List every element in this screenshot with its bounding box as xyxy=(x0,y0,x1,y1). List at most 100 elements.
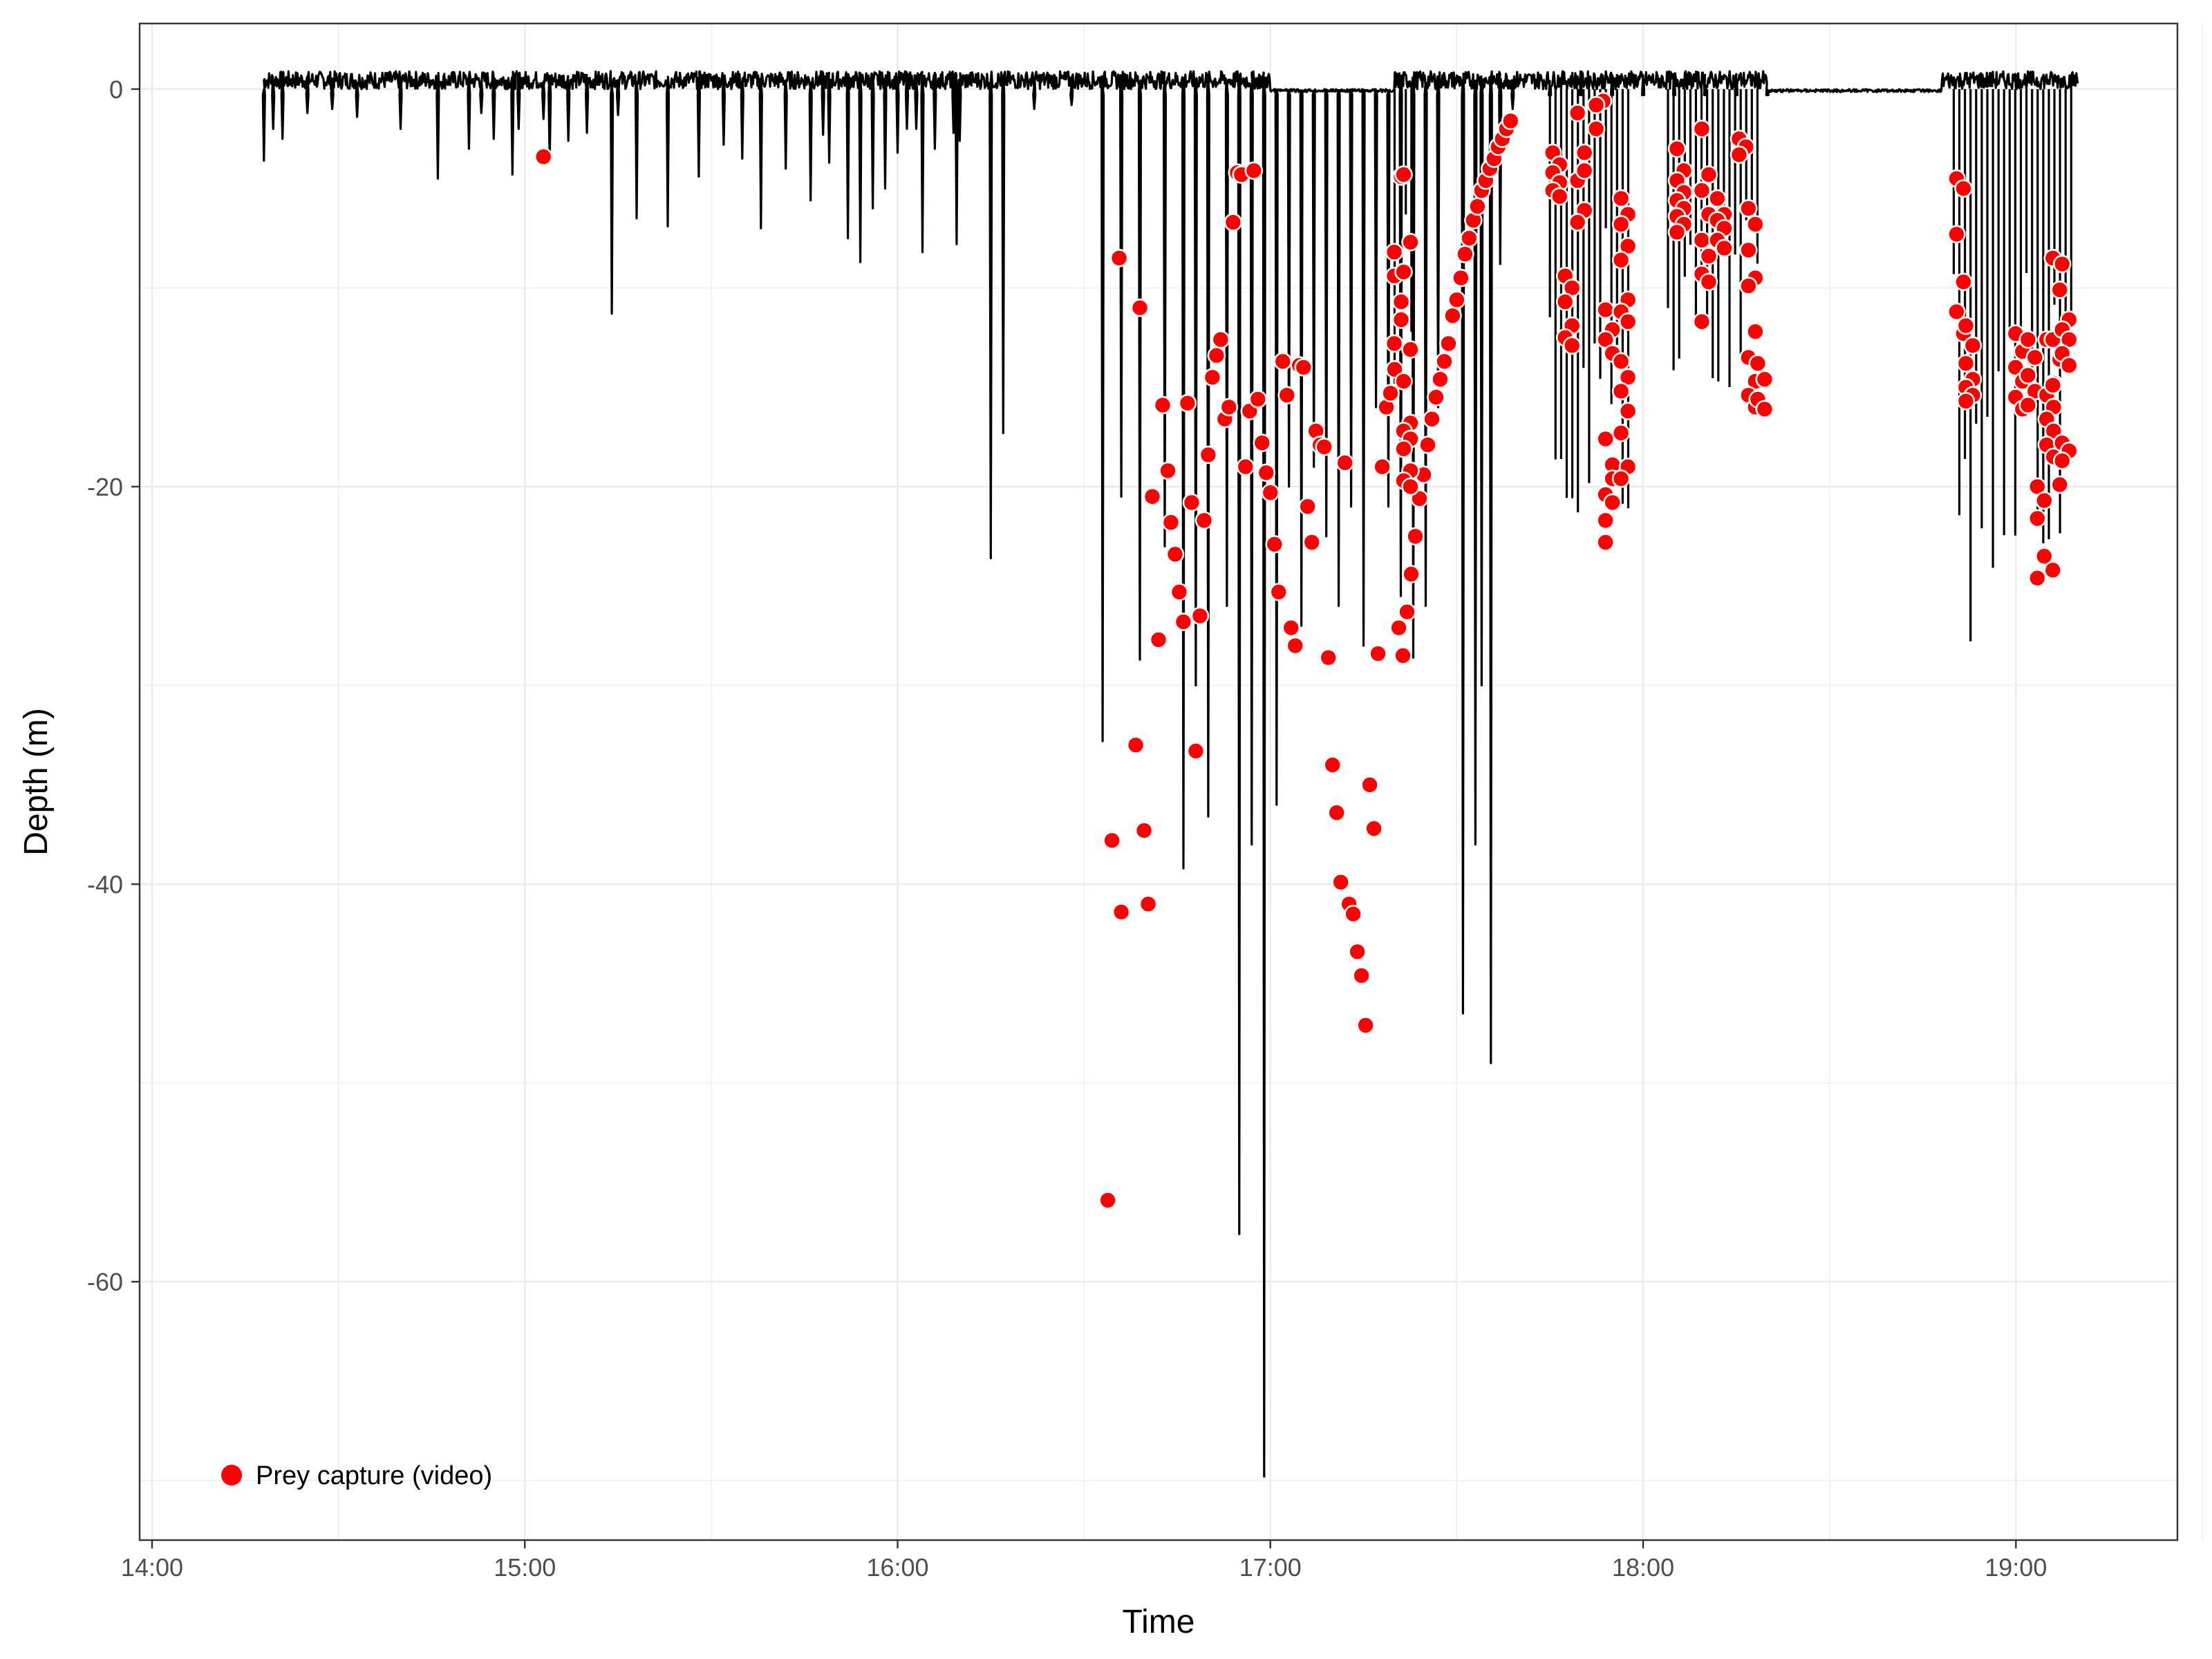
prey-capture-point xyxy=(1109,249,1129,268)
prey-capture-point xyxy=(1746,322,1765,341)
prey-capture-point xyxy=(1161,513,1181,532)
prey-capture-point xyxy=(1282,618,1301,637)
prey-capture-point xyxy=(1611,189,1631,208)
prey-capture-point xyxy=(1427,388,1445,406)
prey-capture-point xyxy=(1456,245,1474,263)
x-tick-label: 14:00 xyxy=(121,1553,183,1582)
y-tick-label: -60 xyxy=(87,1268,123,1296)
prey-capture-point xyxy=(1667,139,1687,158)
prey-capture-point xyxy=(2059,356,2079,375)
prey-capture-point xyxy=(1244,161,1264,180)
prey-capture-point xyxy=(1130,298,1150,317)
panel-border xyxy=(138,22,2179,1541)
prey-capture-point xyxy=(1692,312,1712,331)
y-tick-label: -20 xyxy=(87,473,123,501)
prey-capture-point xyxy=(1298,497,1318,516)
prey-capture-point xyxy=(1699,247,1718,265)
x-tick-label: 16:00 xyxy=(866,1553,928,1582)
prey-capture-point xyxy=(1596,533,1615,552)
prey-capture-point xyxy=(1596,511,1615,530)
prey-capture-point xyxy=(1568,213,1587,232)
prey-capture-point xyxy=(1699,165,1718,184)
prey-capture-point xyxy=(1956,392,1976,411)
prey-capture-point xyxy=(1269,583,1288,601)
prey-capture-point xyxy=(2027,568,2047,588)
prey-capture-point xyxy=(1352,966,1371,985)
prey-capture-point xyxy=(1273,352,1293,371)
prey-capture-point xyxy=(1439,334,1458,353)
prey-capture-point xyxy=(1186,742,1206,760)
prey-capture-point xyxy=(1746,215,1765,234)
prey-capture-point xyxy=(1596,300,1615,319)
prey-capture-point xyxy=(1302,533,1321,552)
prey-capture-point xyxy=(2018,330,2038,349)
prey-capture-point xyxy=(1739,241,1758,260)
x-tick-label: 19:00 xyxy=(1985,1553,2047,1582)
prey-capture-point xyxy=(1319,648,1338,667)
prey-capture-point xyxy=(1575,161,1594,180)
prey-capture-points xyxy=(534,91,2079,1210)
prey-capture-point xyxy=(1739,276,1758,295)
prey-capture-point xyxy=(1611,352,1631,371)
prey-capture-point xyxy=(1112,903,1131,921)
prey-capture-point xyxy=(1174,612,1193,631)
x-tick-label: 15:00 xyxy=(494,1553,556,1582)
prey-capture-point xyxy=(1182,493,1201,512)
prey-capture-point xyxy=(1947,225,1966,244)
minor-gridlines xyxy=(140,24,2203,1540)
prey-capture-point xyxy=(1394,165,1413,184)
prey-capture-point xyxy=(1435,352,1454,371)
prey-capture-point xyxy=(1418,435,1437,454)
y-tick-label: 0 xyxy=(109,75,123,104)
prey-capture-point xyxy=(1739,199,1758,218)
prey-capture-point xyxy=(1159,461,1177,480)
prey-capture-point xyxy=(1098,1190,1117,1210)
y-axis-title: Depth (m) xyxy=(18,708,55,855)
prey-capture-point xyxy=(2034,547,2054,565)
prey-capture-point xyxy=(1603,493,1622,512)
prey-capture-point xyxy=(1692,120,1712,138)
prey-capture-point xyxy=(1586,95,1606,115)
prey-capture-point xyxy=(1348,942,1367,962)
prey-capture-point xyxy=(1501,111,1520,131)
prey-capture-point xyxy=(1394,646,1412,665)
prey-capture-point xyxy=(1356,1015,1375,1035)
prey-capture-point xyxy=(1460,229,1479,247)
prey-capture-point xyxy=(1385,243,1404,261)
prey-capture-point xyxy=(2050,281,2070,299)
prey-capture-point xyxy=(1730,145,1749,165)
prey-capture-point xyxy=(1618,402,1638,421)
prey-capture-point xyxy=(1286,636,1305,655)
prey-capture-point xyxy=(1956,316,1976,335)
prey-capture-point xyxy=(1755,370,1774,389)
prey-capture-point xyxy=(1611,469,1631,488)
prey-capture-point xyxy=(1265,535,1284,554)
prey-capture-point xyxy=(1575,143,1594,162)
prey-capture-point xyxy=(1224,213,1243,232)
prey-capture-point xyxy=(1431,370,1450,389)
prey-capture-point xyxy=(1692,181,1712,200)
x-tick-label: 18:00 xyxy=(1612,1553,1674,1582)
prey-capture-point xyxy=(1398,602,1416,621)
prey-capture-point xyxy=(1550,187,1569,206)
prey-capture-point xyxy=(1447,290,1466,309)
prey-capture-point xyxy=(1715,238,1734,258)
legend-marker-prey-capture xyxy=(221,1465,242,1485)
legend: Prey capture (video) xyxy=(221,1461,492,1490)
prey-capture-point xyxy=(1468,197,1487,216)
prey-capture-point xyxy=(1611,215,1631,234)
prey-capture-point xyxy=(1327,803,1346,822)
prey-capture-point xyxy=(1562,336,1582,355)
prey-capture-point xyxy=(1294,358,1313,377)
prey-capture-point xyxy=(1389,618,1408,637)
prey-capture-point xyxy=(1596,429,1615,449)
prey-capture-point xyxy=(1277,386,1297,405)
prey-capture-point xyxy=(1257,463,1276,482)
prey-capture-point xyxy=(1134,821,1154,840)
prey-capture-point xyxy=(1401,233,1420,252)
prey-capture-point xyxy=(1365,819,1383,838)
prey-capture-point xyxy=(1253,433,1272,453)
prey-capture-point xyxy=(1207,346,1226,365)
prey-capture-point xyxy=(1586,120,1606,138)
prey-capture-point xyxy=(2043,376,2063,395)
